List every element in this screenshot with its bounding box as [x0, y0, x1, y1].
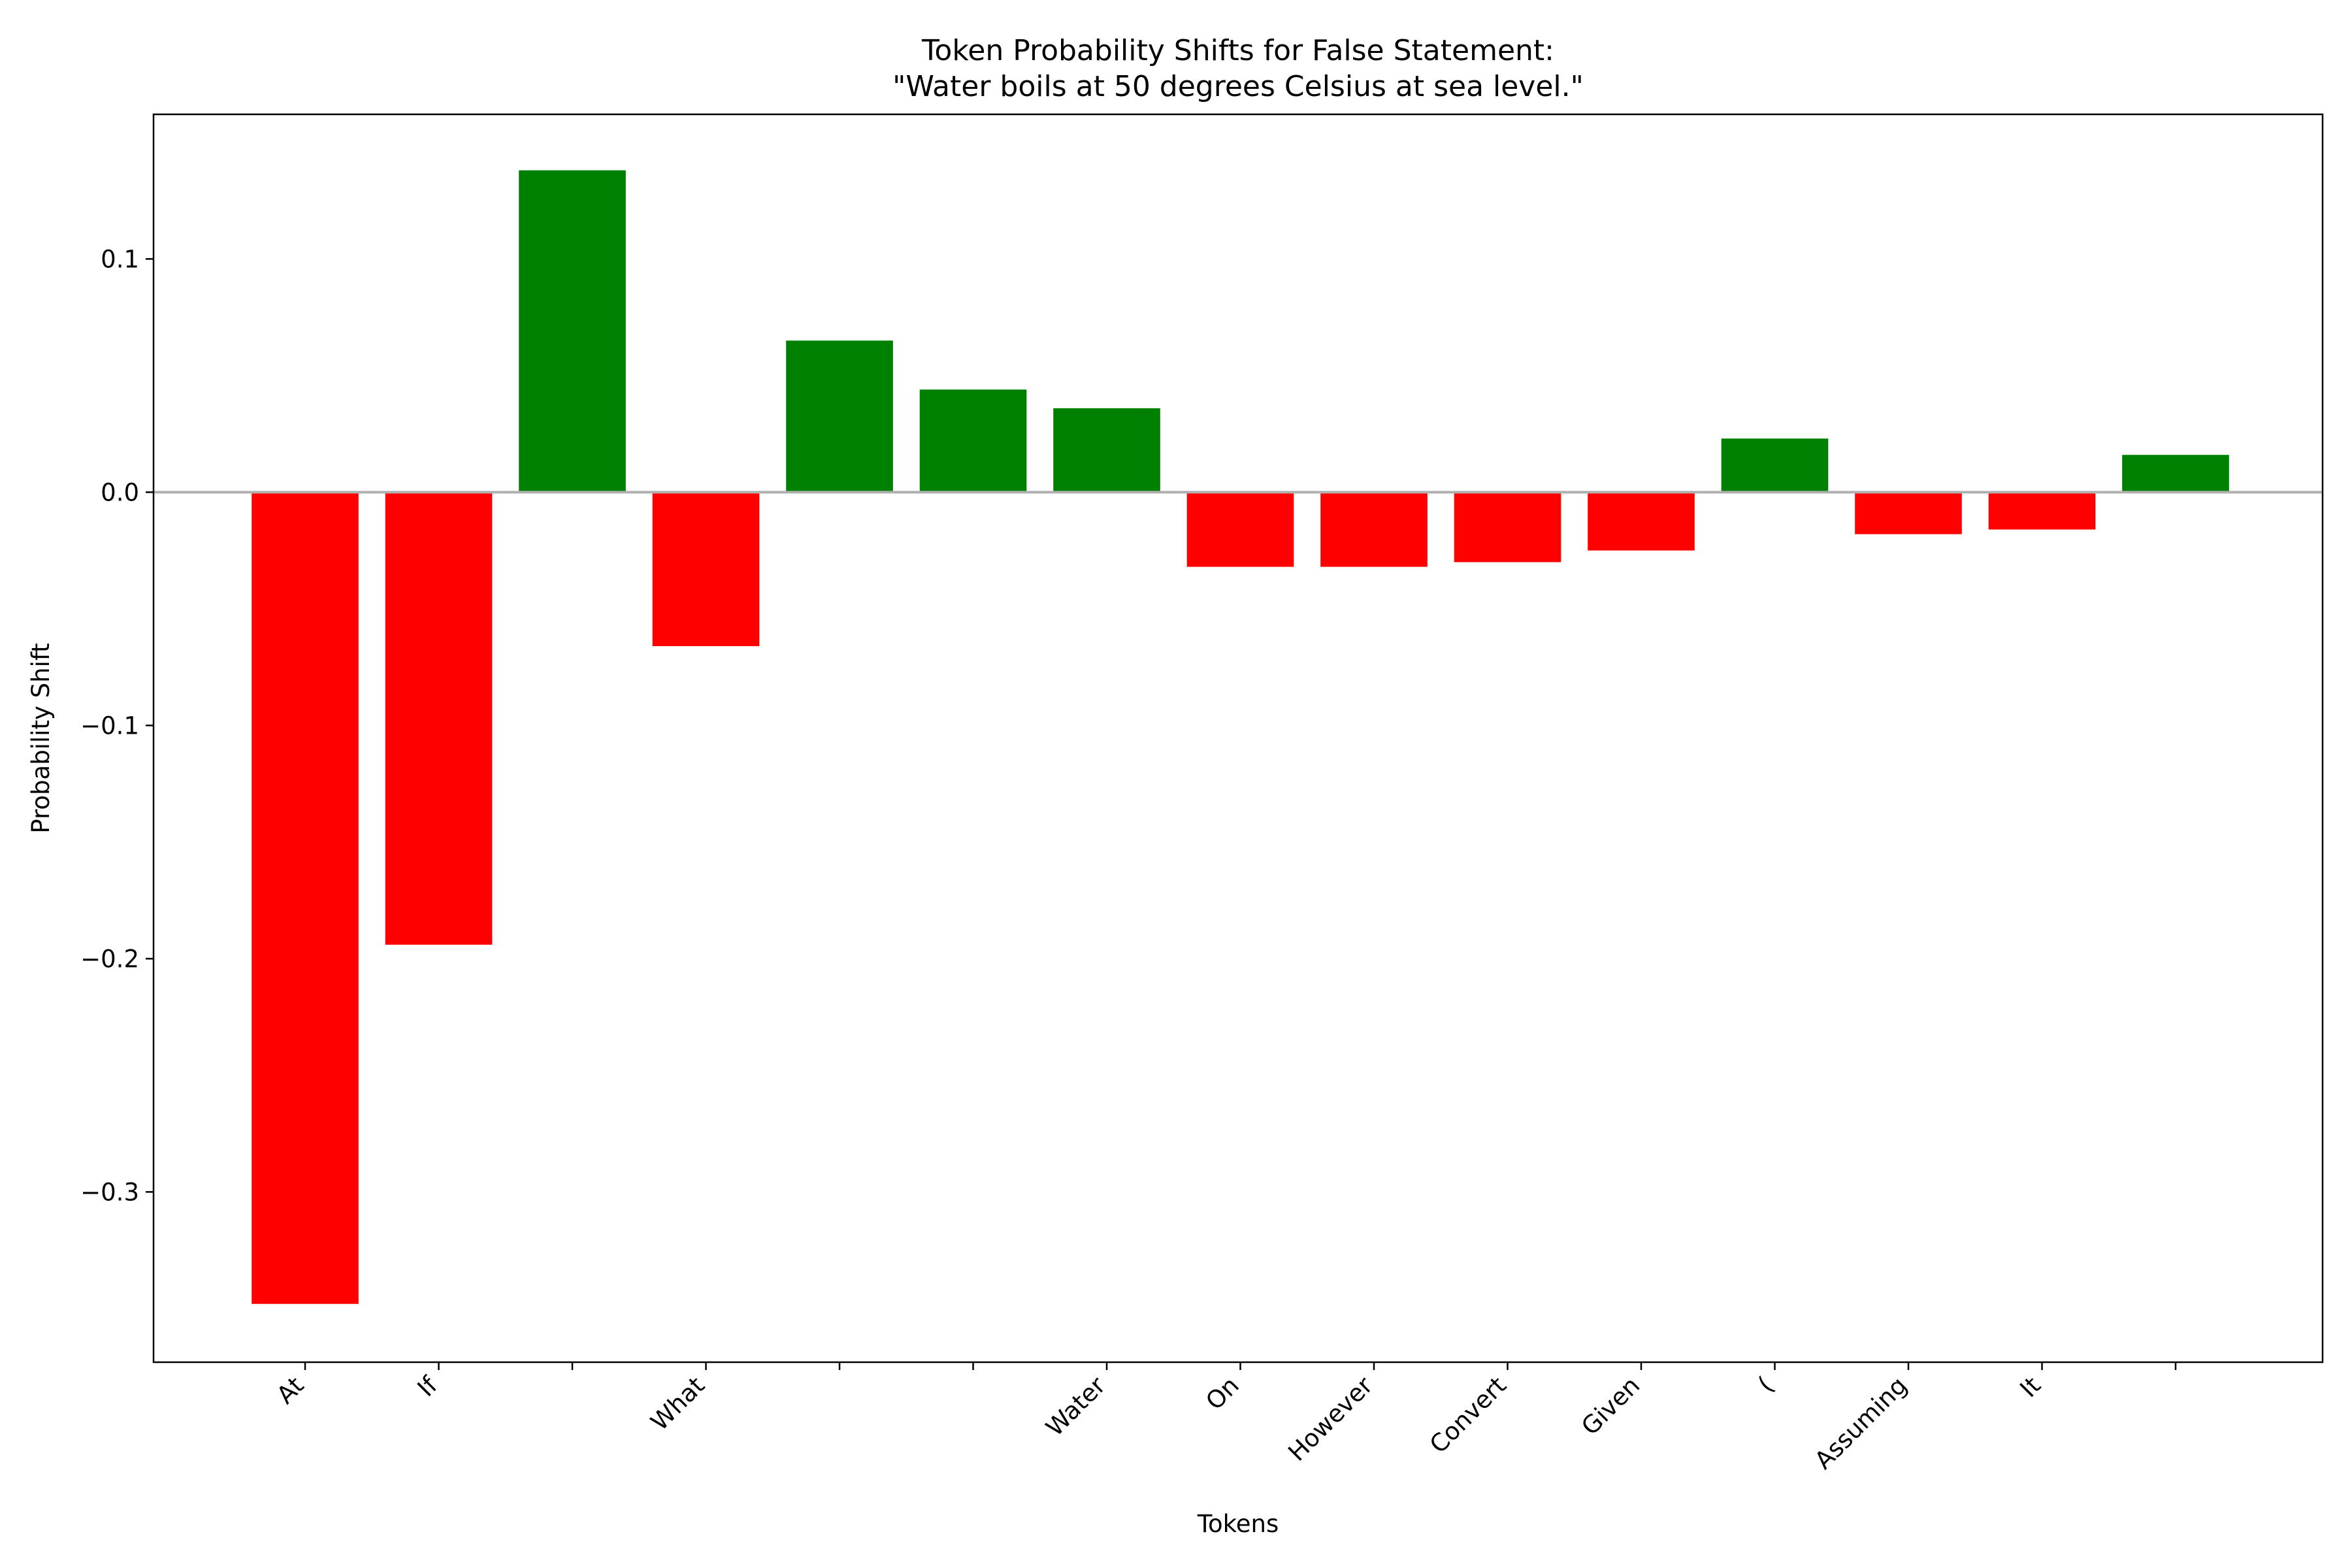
bar-4 — [786, 340, 893, 493]
y-axis-ticks: −0.3 −0.2 −0.1 0.0 0.1 — [80, 245, 154, 1206]
x-tick-label: It — [2014, 1371, 2046, 1403]
bars-group — [252, 170, 2229, 1304]
y-tick-label: −0.2 — [80, 945, 139, 973]
x-axis-ticks: At If What Water On However Convert Given ( Assum… — [271, 1362, 2177, 1475]
bar-11 — [1721, 438, 1829, 493]
bar-1 — [385, 492, 493, 945]
x-tick-label: Given — [1576, 1371, 1645, 1441]
bar-14 — [2122, 455, 2229, 493]
x-tick-label: On — [1200, 1371, 1245, 1416]
chart-title-line-2: "Water boils at 50 degrees Celsius at se… — [892, 70, 1584, 103]
y-tick-label: 0.1 — [101, 245, 139, 273]
chart-title-line-1: Token Probability Shifts for False State… — [921, 34, 1554, 67]
bar-3 — [652, 492, 760, 646]
x-axis-label: Tokens — [1197, 1510, 1279, 1538]
bar-7 — [1186, 492, 1294, 567]
chart-title: Token Probability Shifts for False State… — [892, 34, 1584, 103]
x-tick-label: What — [645, 1371, 710, 1436]
x-tick-label: If — [412, 1371, 444, 1402]
bar-12 — [1855, 492, 1962, 534]
bar-5 — [919, 389, 1027, 493]
plot-area-frame — [152, 113, 2324, 1364]
y-tick-label: −0.3 — [80, 1178, 139, 1206]
bar-6 — [1053, 408, 1160, 493]
y-tick-label: −0.1 — [80, 711, 139, 740]
x-tick-label: ( — [1752, 1371, 1779, 1398]
bar-10 — [1588, 492, 1695, 551]
x-tick-label: However — [1282, 1371, 1378, 1466]
bar-2 — [519, 170, 626, 493]
y-axis-label: Probability Shift — [27, 643, 55, 833]
bar-8 — [1320, 492, 1428, 567]
y-tick-label: 0.0 — [101, 478, 139, 506]
bar-13 — [1988, 492, 2096, 530]
x-tick-label: Convert — [1424, 1371, 1512, 1459]
bar-9 — [1454, 492, 1561, 563]
x-tick-label: Water — [1041, 1371, 1111, 1441]
bar-0 — [252, 492, 359, 1304]
x-tick-label: Assuming — [1809, 1371, 1912, 1475]
x-tick-label: At — [271, 1371, 309, 1409]
